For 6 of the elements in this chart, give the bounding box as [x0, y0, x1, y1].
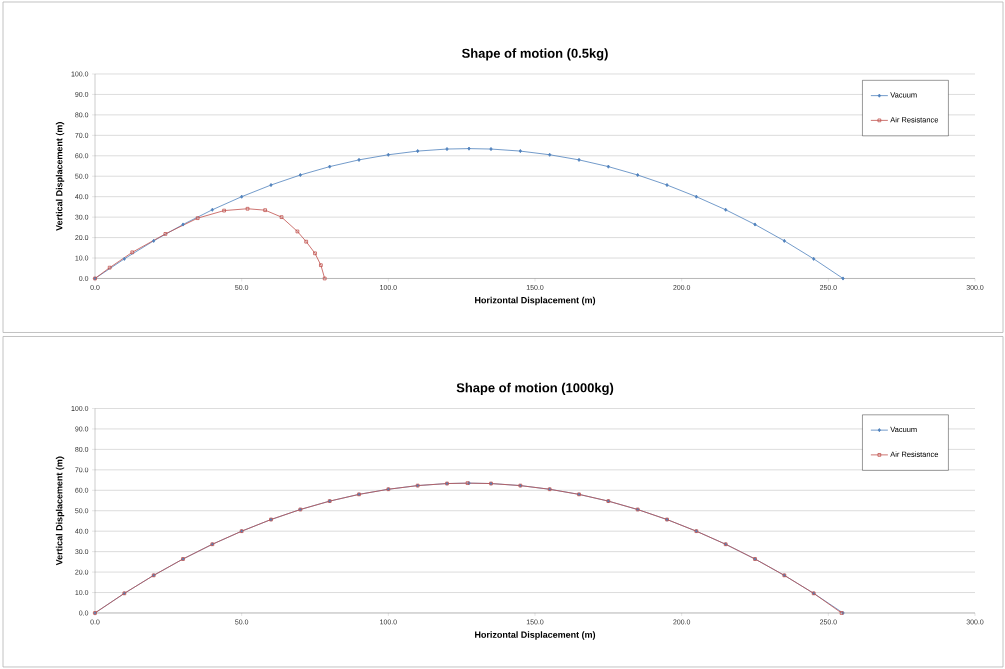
x-axis-title: Horizontal Displacement (m): [475, 631, 596, 640]
x-axis-title: Horizontal Displacement (m): [475, 296, 596, 306]
y-axis-title: Vertical Displacement (m): [55, 122, 65, 231]
y-axis-title: Vertical Displacement (m): [55, 456, 65, 566]
chart-title: Shape of motion (0.5kg): [461, 48, 608, 61]
chart-title: Shape of motion (1000kg): [456, 382, 614, 395]
